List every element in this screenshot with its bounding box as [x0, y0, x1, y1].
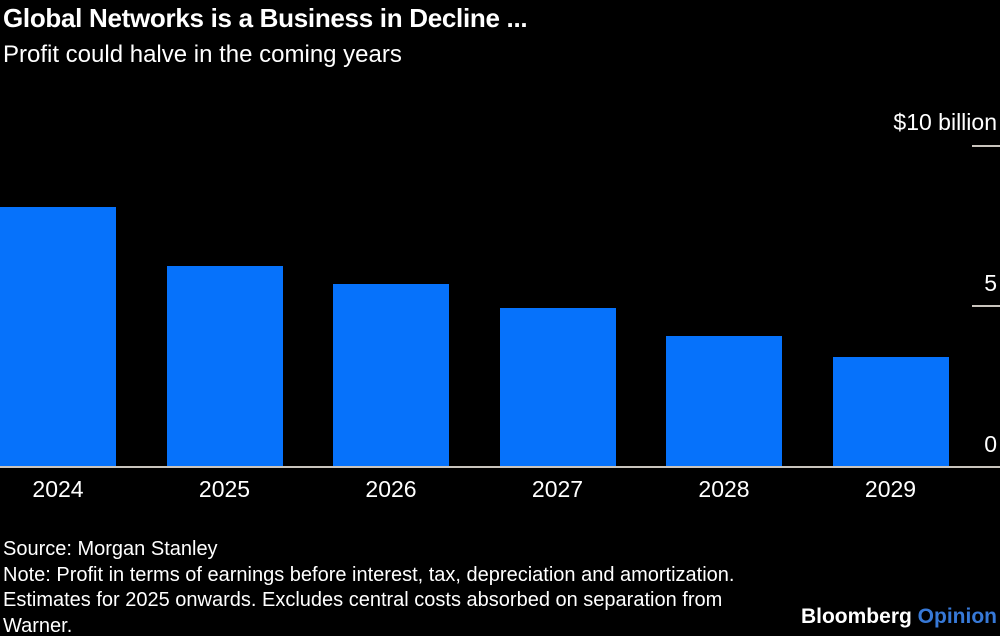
chart-subtitle: Profit could halve in the coming years — [3, 41, 402, 68]
x-axis-label-2027: 2027 — [531, 476, 584, 502]
bar-2028 — [666, 336, 782, 466]
y-axis-tick-5 — [972, 305, 1000, 307]
opinion-wordmark: Opinion — [917, 605, 997, 628]
chart-footer: Source: Morgan Stanley Note: Profit in t… — [3, 537, 788, 636]
y-axis-label-0: 0 — [984, 431, 997, 457]
x-axis-label-2026: 2026 — [365, 476, 417, 502]
bar-2026 — [333, 283, 449, 466]
y-axis-tick-10 — [972, 145, 1000, 147]
bar-2029 — [832, 357, 949, 466]
note-text: Note: Profit in terms of earnings before… — [3, 563, 735, 636]
y-axis-label-10: $10 billion — [893, 109, 997, 135]
bar-2024 — [0, 206, 116, 466]
y-axis-label-5: 5 — [984, 270, 997, 296]
x-axis-label-2025: 2025 — [198, 476, 251, 502]
x-axis-label-2029: 2029 — [864, 476, 917, 502]
x-axis-label-2024: 2024 — [32, 476, 84, 502]
x-axis-label-2028: 2028 — [698, 476, 750, 502]
source-text: Source: Morgan Stanley — [3, 538, 218, 560]
bar-2027 — [499, 307, 616, 466]
bloomberg-opinion-logo: Bloomberg Opinion — [801, 605, 997, 629]
bar-2025 — [166, 266, 283, 466]
x-axis-baseline — [0, 466, 1000, 468]
chart-title: Global Networks is a Business in Decline… — [3, 3, 528, 33]
bloomberg-wordmark: Bloomberg — [800, 605, 912, 628]
